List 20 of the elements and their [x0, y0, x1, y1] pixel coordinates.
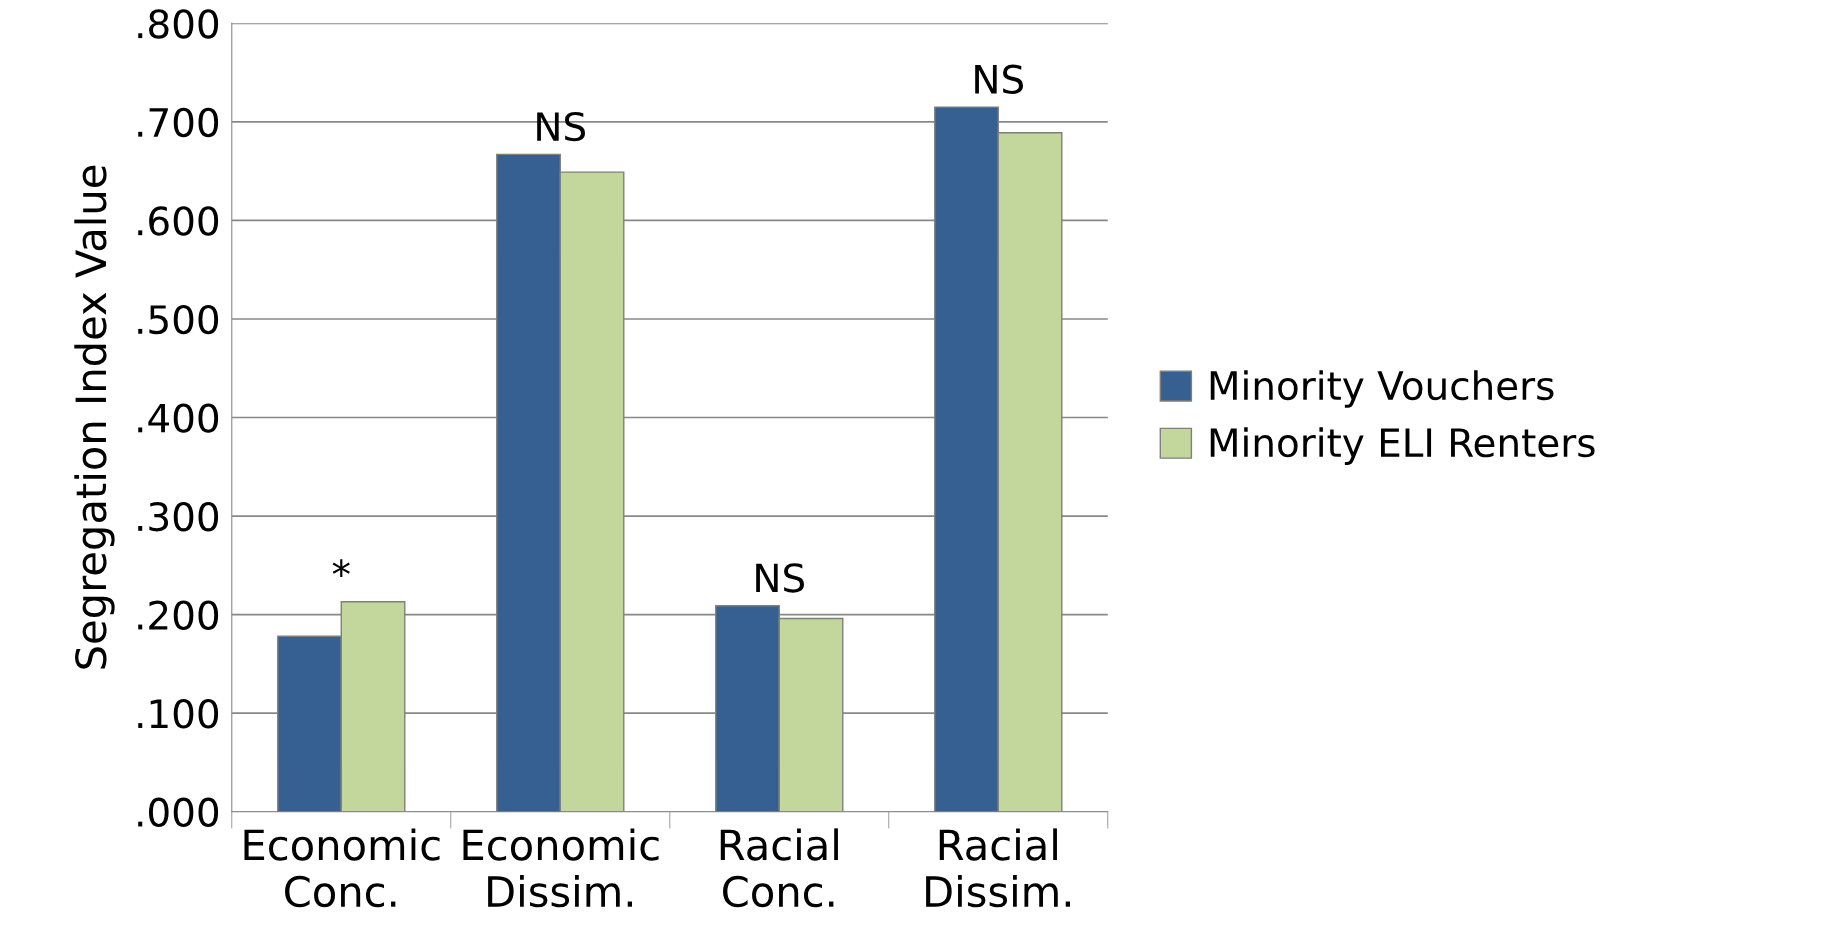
y-tick-label: .400: [138, 403, 219, 433]
y-tick-label: .600: [138, 206, 219, 236]
y-tick-label: .100: [138, 699, 219, 729]
legend-label: Minority ELI Renters: [1210, 427, 1595, 465]
y-tick-label: .800: [138, 9, 219, 39]
x-tick-label: Racial Dissim.: [926, 828, 1071, 908]
annotation: NS: [756, 563, 804, 593]
y-tick-label: .500: [138, 304, 219, 335]
x-tick-label: Economic Dissim.: [463, 828, 659, 908]
y-tick-label: .700: [138, 107, 219, 138]
y-tick-label: .300: [138, 501, 219, 532]
legend-label: Minority Vouchers: [1210, 370, 1554, 408]
annotation: *: [332, 559, 350, 578]
y-axis-title: Segregation Index Value: [74, 165, 115, 669]
annotation: NS: [975, 64, 1023, 94]
x-tick-label: Economic Conc.: [244, 828, 440, 908]
x-tick-label: Racial Conc.: [720, 828, 838, 908]
y-tick-label: .200: [138, 600, 219, 630]
y-tick-label: .000: [138, 797, 219, 828]
annotation: NS: [537, 111, 585, 142]
